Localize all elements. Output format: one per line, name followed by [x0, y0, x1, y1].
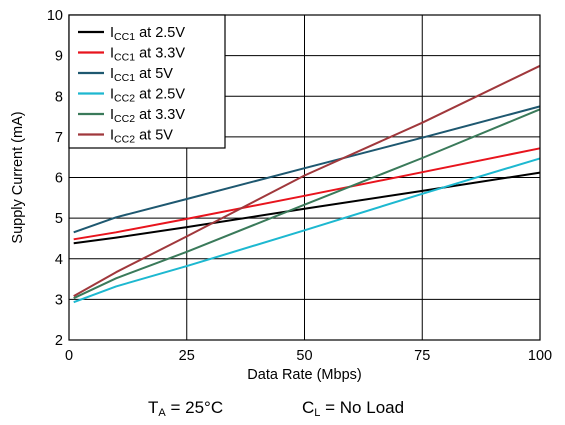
series-lines [73, 64, 541, 304]
x-tick-label: 75 [414, 348, 430, 364]
legend-label: ICC1 at 3.3V [110, 46, 185, 64]
legend-label: ICC2 at 5V [110, 128, 173, 146]
grid [69, 15, 540, 340]
y-tick-label: 4 [55, 252, 63, 268]
legend-label: ICC2 at 3.3V [110, 107, 185, 125]
legend-label: ICC2 at 2.5V [110, 87, 185, 105]
y-tick-label: 8 [55, 89, 63, 105]
x-tick-label: 50 [296, 348, 312, 364]
series-line [73, 157, 541, 304]
y-tick-label: 6 [55, 171, 63, 187]
series-line [73, 105, 541, 234]
series-line [73, 171, 541, 245]
tick-labels: 0 25 50 75 100 2 3 4 5 6 7 8 9 10 [47, 8, 552, 364]
load-condition: CL = No Load [302, 398, 405, 419]
axis-labels: Data Rate (Mbps) Supply Current (mA) [10, 111, 362, 383]
y-tick-label: 2 [55, 333, 63, 349]
temperature-condition: TA = 25°C [148, 398, 224, 419]
plot-border [68, 14, 541, 341]
y-axis-label: Supply Current (mA) [10, 111, 26, 243]
legend: ICC1 at 2.5V ICC1 at 3.3V ICC1 at 5V ICC2 a… [68, 14, 226, 149]
series-line [73, 147, 541, 241]
line-chart: 0 25 50 75 100 2 3 4 5 6 7 8 9 10 Data Rate (Mbps) Sup… [10, 8, 552, 383]
y-tick-label: 10 [47, 8, 63, 24]
x-tick-label: 0 [65, 348, 73, 364]
x-tick-label: 100 [528, 348, 552, 364]
y-tick-label: 7 [55, 130, 63, 146]
x-tick-label: 25 [179, 348, 195, 364]
y-tick-label: 5 [55, 211, 63, 227]
series-line [73, 64, 541, 297]
plot-frame [68, 14, 541, 341]
legend-label: ICC1 at 2.5V [110, 25, 185, 43]
y-tick-label: 9 [55, 49, 63, 65]
legend-box [68, 14, 226, 149]
series-line [73, 108, 541, 300]
x-axis-label: Data Rate (Mbps) [247, 367, 361, 383]
legend-label: ICC1 at 5V [110, 66, 173, 84]
y-tick-label: 3 [55, 292, 63, 308]
